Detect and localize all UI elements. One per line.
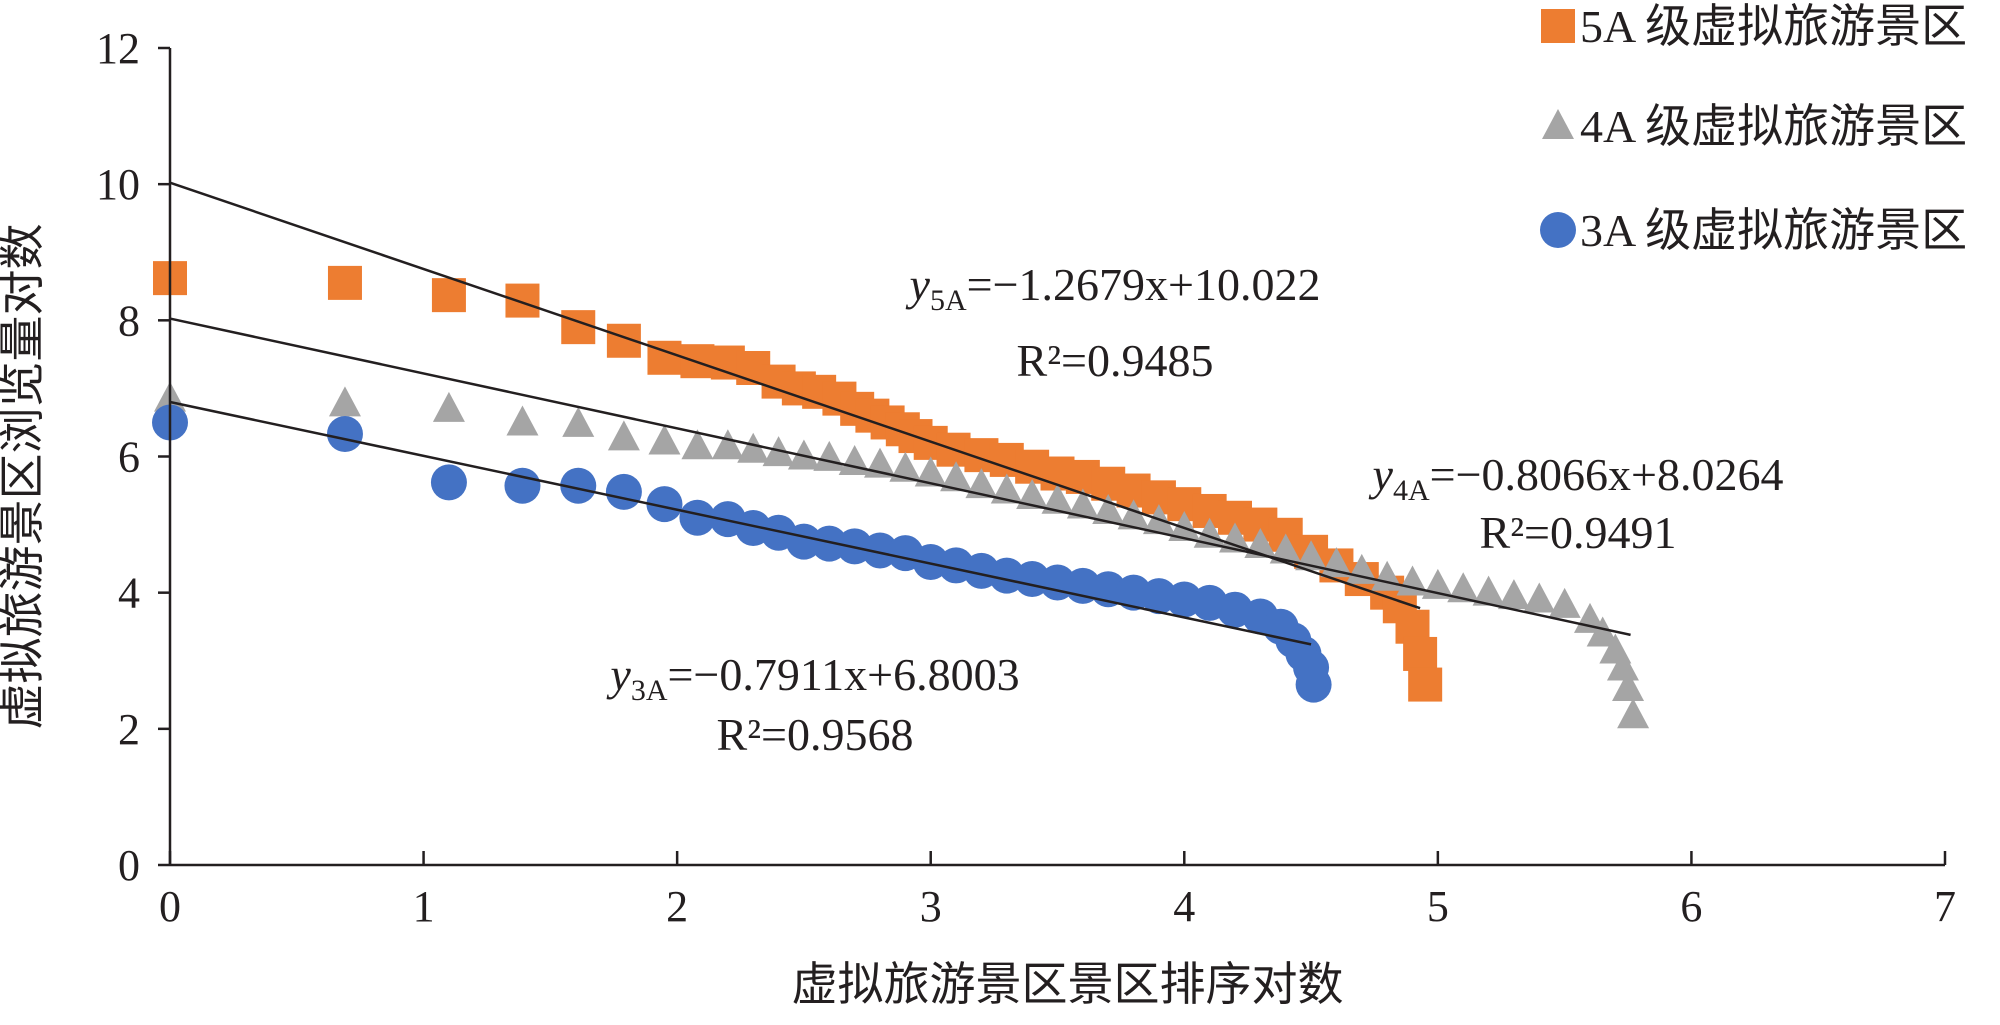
data-point <box>646 486 683 523</box>
data-point <box>562 406 595 437</box>
data-point <box>1403 636 1438 671</box>
data-point <box>1396 565 1429 596</box>
data-point <box>505 283 540 318</box>
data-point <box>327 265 362 300</box>
data-point <box>1617 698 1650 729</box>
x-tick-label: 1 <box>413 882 435 931</box>
data-point <box>560 467 597 504</box>
trendline <box>169 400 1312 646</box>
series-triangle <box>154 381 1650 729</box>
data-point <box>1523 582 1556 613</box>
data-point <box>605 473 642 510</box>
x-tick-label: 0 <box>159 882 181 931</box>
data-point <box>504 467 541 504</box>
legend-label: 4A 级虚拟旅游景区 <box>1580 101 1967 152</box>
data-point <box>1447 572 1480 603</box>
legend-marker <box>1540 212 1576 248</box>
plot-area <box>152 181 1650 729</box>
data-point <box>889 451 922 482</box>
data-point <box>813 440 846 471</box>
data-point <box>990 473 1023 504</box>
r-squared: R²=0.9568 <box>717 709 914 760</box>
series-square <box>153 261 1443 702</box>
x-tick-label: 4 <box>1173 882 1195 931</box>
data-point <box>607 420 640 451</box>
data-point <box>506 405 539 436</box>
y-tick-label: 8 <box>118 296 140 345</box>
data-point <box>1269 533 1302 564</box>
data-point <box>561 310 596 345</box>
legend-item: 5A 级虚拟旅游景区 <box>1541 1 1967 52</box>
x-tick-label: 6 <box>1680 882 1702 931</box>
fit-equation: y3A=−0.7911x+6.8003 <box>606 649 1019 707</box>
equation-5A: y5A=−1.2679x+10.022 R²=0.9485 <box>906 259 1321 386</box>
legend-label: 3A 级虚拟旅游景区 <box>1580 205 1967 256</box>
legend-marker <box>1541 9 1575 43</box>
data-point <box>1497 579 1530 610</box>
y-tick-label: 0 <box>118 841 140 890</box>
data-point <box>430 464 467 501</box>
x-tick-label: 5 <box>1427 882 1449 931</box>
data-point <box>648 424 681 455</box>
r-squared: R²=0.9491 <box>1480 507 1677 558</box>
data-point <box>1408 667 1443 702</box>
x-tick-label: 3 <box>920 882 942 931</box>
legend-item: 4A 级虚拟旅游景区 <box>1542 101 1967 152</box>
data-point <box>940 461 973 492</box>
y-tick-label: 4 <box>118 569 140 618</box>
data-point <box>737 432 770 463</box>
data-point <box>679 499 716 536</box>
data-point <box>1219 522 1251 553</box>
data-point <box>1041 483 1074 514</box>
data-point <box>1117 499 1150 530</box>
y-tick-label: 10 <box>96 160 140 209</box>
fit-equations: y5A=−1.2679x+10.022 R²=0.9485 y4A=−0.8066x… <box>606 259 1783 760</box>
x-axis-title: 虚拟旅游景区景区排序对数 <box>792 959 1344 1010</box>
legend-label: 5A 级虚拟旅游景区 <box>1580 1 1967 52</box>
y-tick-label: 12 <box>96 24 140 73</box>
data-point <box>431 278 466 313</box>
x-tick-label: 2 <box>666 882 688 931</box>
y-axis-ticks: 0 2 4 6 8 10 12 <box>96 24 170 890</box>
data-point <box>328 386 361 417</box>
x-axis-ticks: 0 1 2 3 4 5 6 7 <box>159 851 1956 931</box>
legend-item: 3A 级虚拟旅游景区 <box>1540 205 1967 256</box>
data-point <box>1586 616 1619 647</box>
y-axis-title: 虚拟旅游景区浏览量对数 <box>0 224 48 730</box>
fit-equation: y5A=−1.2679x+10.022 <box>906 259 1321 317</box>
y-tick-label: 2 <box>118 705 140 754</box>
data-point <box>1345 553 1378 584</box>
data-point <box>965 468 998 499</box>
data-point <box>432 391 465 422</box>
data-point <box>787 439 820 470</box>
trendline <box>169 181 1421 610</box>
trendline <box>169 317 1631 637</box>
data-point <box>1606 650 1639 681</box>
legend-marker <box>1542 109 1574 139</box>
data-point <box>1066 488 1099 519</box>
data-point <box>1472 575 1505 606</box>
data-point <box>1612 670 1645 701</box>
data-point <box>711 429 744 460</box>
data-point <box>1092 493 1125 524</box>
data-point <box>1168 510 1201 541</box>
data-point <box>681 429 714 460</box>
data-point <box>914 456 947 487</box>
r-squared: R²=0.9485 <box>1017 335 1214 386</box>
data-point <box>1295 666 1332 703</box>
data-point <box>1548 587 1581 618</box>
fit-equation: y4A=−0.8066x+8.0264 <box>1369 449 1784 507</box>
data-point <box>1016 478 1049 509</box>
x-tick-label: 7 <box>1934 882 1956 931</box>
data-point <box>326 416 363 453</box>
legend: 5A 级虚拟旅游景区 4A 级虚拟旅游景区 3A 级虚拟旅游景区 <box>1540 1 1967 256</box>
y-tick-label: 6 <box>118 433 140 482</box>
